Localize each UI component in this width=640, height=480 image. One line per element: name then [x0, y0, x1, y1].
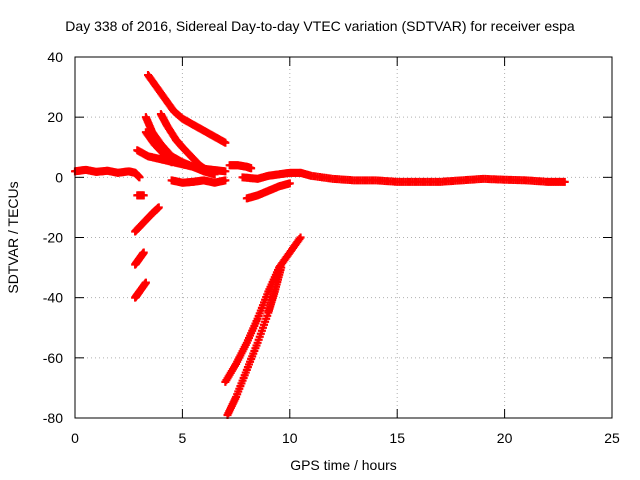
data-point: [154, 203, 163, 212]
series-baseline-2: [296, 168, 569, 186]
data-point: [560, 177, 569, 186]
series-arc-7: [225, 161, 256, 173]
y-tick-label: -40: [43, 290, 63, 306]
series-arc-8: [242, 179, 294, 203]
x-tick-label: 0: [71, 430, 79, 446]
x-tick-label: 15: [389, 430, 405, 446]
data-point: [285, 179, 294, 188]
series-arc-4: [141, 128, 176, 167]
data-point: [139, 248, 148, 257]
x-axis-label: GPS time / hours: [290, 457, 397, 473]
data-point: [277, 263, 286, 272]
y-tick-label: -80: [43, 410, 63, 426]
data-point: [221, 176, 230, 185]
series-arc-3: [156, 110, 213, 176]
y-tick-label: 20: [47, 109, 63, 125]
series-neg-arc-big-1: [221, 233, 305, 386]
series-neg-arc-1: [131, 203, 163, 236]
data-point: [139, 191, 148, 200]
chart-title: Day 338 of 2016, Sidereal Day-to-day VTE…: [65, 18, 575, 34]
plot-data: [71, 71, 569, 419]
series-arc-5: [133, 146, 230, 176]
grid-lines: [75, 57, 612, 418]
data-point: [221, 138, 230, 147]
axis-ticks: 0 5 10 15 20 25 -80 -60 -40 -20 0 20 40: [43, 49, 620, 446]
data-point: [141, 278, 150, 287]
x-tick-label: 20: [497, 430, 513, 446]
data-point: [247, 164, 256, 173]
y-axis-label: SDTVAR / TECUs: [5, 181, 21, 293]
series-neg-arc-3: [131, 278, 150, 302]
x-tick-label: 25: [604, 430, 620, 446]
series-neg-arc-big-2: [223, 263, 286, 419]
data-point: [221, 167, 230, 176]
series-neg-arc-2: [131, 248, 148, 269]
y-tick-label: 40: [47, 49, 63, 65]
y-tick-label: -20: [43, 230, 63, 246]
series-arc-6: [167, 176, 230, 187]
data-point: [296, 233, 305, 242]
x-tick-label: 10: [282, 430, 298, 446]
y-tick-label: 0: [55, 169, 63, 185]
x-tick-label: 5: [179, 430, 187, 446]
series-neg-arc-4: [133, 191, 148, 200]
data-point: [135, 173, 144, 182]
y-tick-label: -60: [43, 350, 63, 366]
series-arc-1-top: [144, 71, 230, 147]
series-baseline: [71, 165, 144, 182]
